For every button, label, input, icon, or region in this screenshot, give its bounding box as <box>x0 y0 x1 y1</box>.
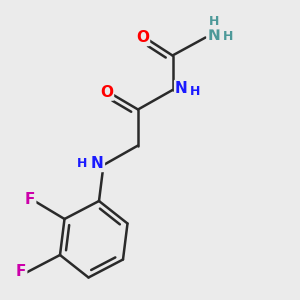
Text: O: O <box>100 85 113 100</box>
Text: O: O <box>136 30 149 45</box>
Text: H: H <box>223 29 233 43</box>
Text: N: N <box>91 156 104 171</box>
Text: F: F <box>16 264 26 279</box>
Text: H: H <box>77 157 88 170</box>
Text: N: N <box>208 28 220 44</box>
Text: H: H <box>209 15 219 28</box>
Text: F: F <box>25 192 35 207</box>
Text: N: N <box>175 81 188 96</box>
Text: H: H <box>190 85 200 98</box>
